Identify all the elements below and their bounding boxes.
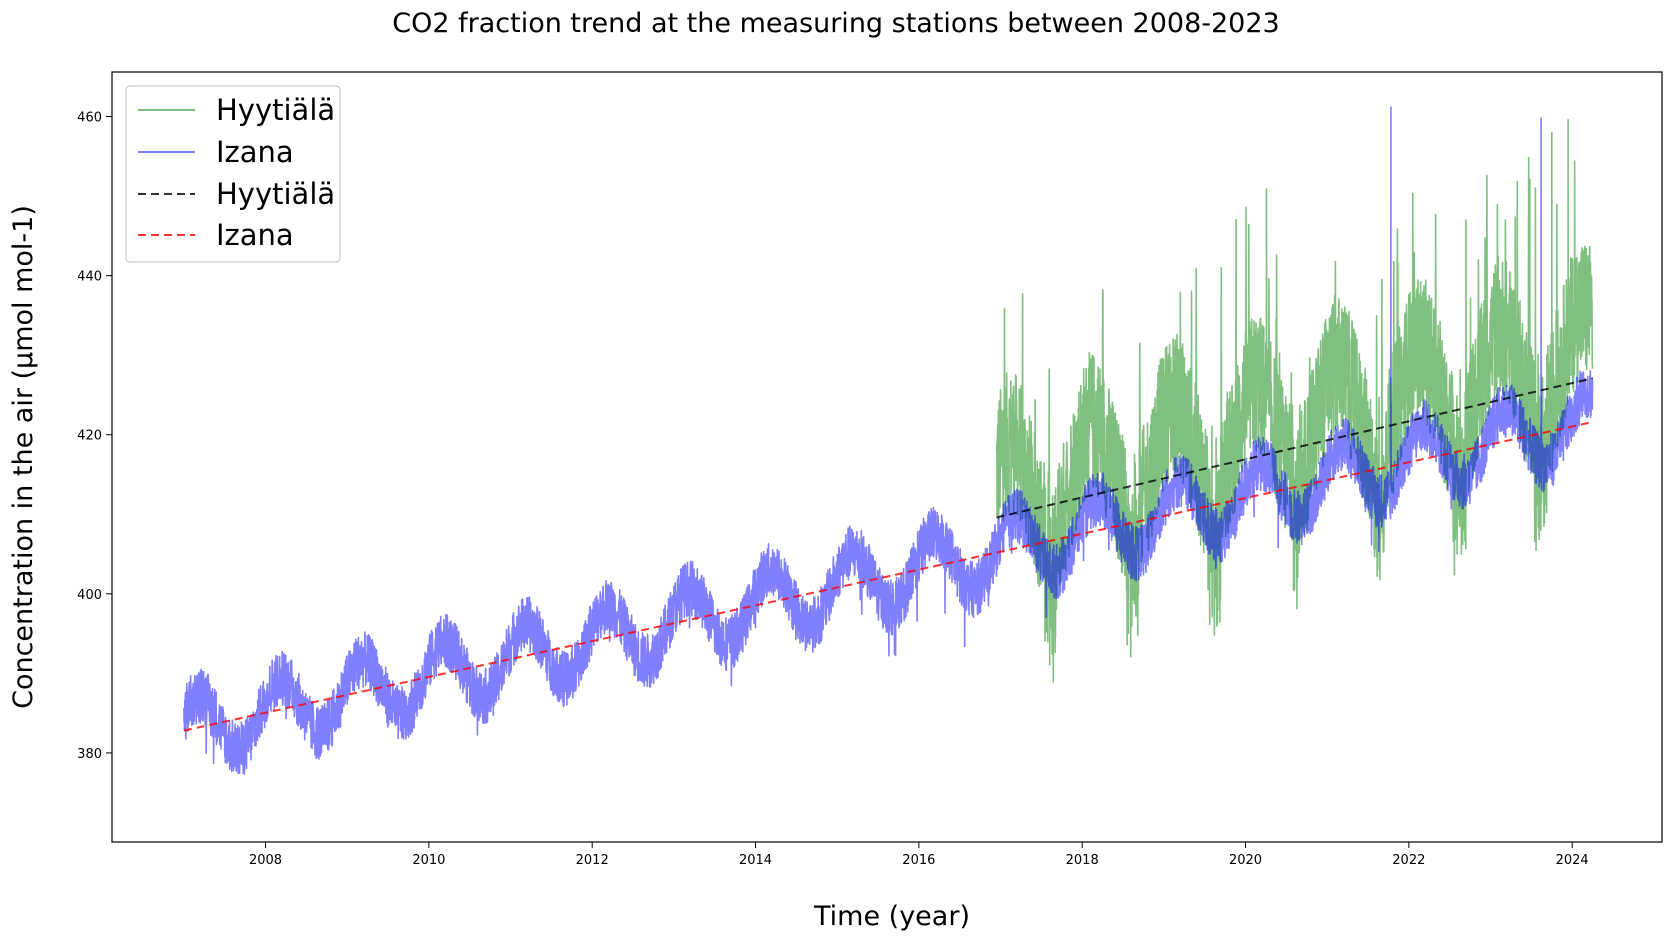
y-axis-label: Concentration in the air (µmol mol-1) (8, 205, 39, 709)
series-line (996, 377, 1593, 519)
plot-frame (111, 71, 1663, 843)
x-tick-label: 2012 (576, 853, 609, 868)
x-tick-label: 2010 (412, 853, 445, 868)
x-tick-label: 2014 (739, 853, 772, 868)
chart-title: CO2 fraction trend at the measuring stat… (392, 8, 1279, 39)
x-axis-label: Time (year) (813, 901, 970, 932)
x-tick-label: 2018 (1066, 853, 1099, 868)
y-tick-label: 440 (77, 270, 102, 285)
legend-label: Izana (216, 218, 294, 252)
legend-box (125, 85, 341, 263)
x-tick-label: 2016 (902, 853, 935, 868)
y-tick-label: 420 (77, 429, 102, 444)
legend: Hyytiälä Izana Hyytiälä Izana (125, 85, 341, 263)
x-tick-label: 2020 (1229, 853, 1262, 868)
x-tick-label: 2022 (1392, 853, 1425, 868)
legend-label: Hyytiälä (216, 177, 335, 211)
plot-area (183, 106, 1594, 775)
x-tick-label: 2024 (1556, 853, 1589, 868)
series-line (183, 421, 1593, 732)
y-axis: 380 400 420 440 460 (77, 111, 112, 762)
y-tick-label: 380 (77, 747, 102, 762)
y-tick-label: 460 (77, 111, 102, 126)
x-axis: 2008 2010 2012 2014 2016 2018 2020 2022 2024 (249, 842, 1589, 868)
legend-label: Hyytiälä (216, 93, 335, 127)
legend-label: Izana (216, 135, 294, 169)
x-tick-label: 2008 (249, 853, 282, 868)
y-tick-label: 400 (77, 588, 102, 603)
series-line (183, 106, 1594, 775)
